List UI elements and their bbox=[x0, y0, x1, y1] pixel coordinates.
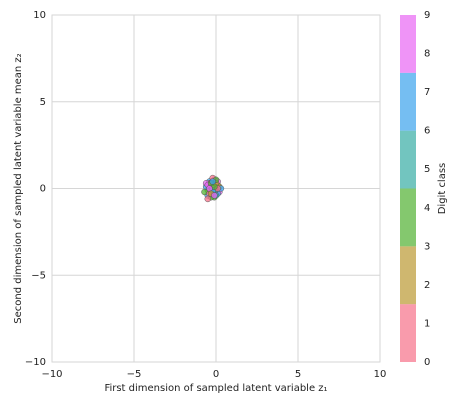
colorbar-tick-label: 1 bbox=[424, 318, 430, 329]
x-tick-label: 0 bbox=[213, 369, 219, 380]
x-tick-label: 5 bbox=[295, 369, 301, 380]
x-tick-label: −10 bbox=[41, 369, 62, 380]
colorbar-segment bbox=[400, 188, 416, 247]
x-tick-label: 10 bbox=[374, 369, 387, 380]
y-tick-label: −5 bbox=[31, 270, 46, 281]
y-tick-label: 10 bbox=[33, 10, 46, 21]
colorbar-tick-label: 4 bbox=[424, 203, 430, 214]
colorbar-segment bbox=[400, 246, 416, 305]
x-tick-label: −5 bbox=[127, 369, 142, 380]
colorbar-tick-label: 9 bbox=[424, 10, 430, 21]
colorbar-label: Digit class bbox=[437, 163, 448, 215]
colorbar-tick-label: 2 bbox=[424, 280, 430, 291]
colorbar-segment bbox=[400, 304, 416, 362]
colorbar-segment bbox=[400, 15, 416, 73]
colorbar-tick-label: 0 bbox=[424, 357, 430, 368]
y-axis-label: Second dimension of sampled latent varia… bbox=[13, 53, 24, 323]
x-axis-label: First dimension of sampled latent variab… bbox=[104, 383, 327, 394]
point bbox=[211, 192, 218, 199]
colorbar-segment bbox=[400, 130, 416, 189]
colorbar-tick-label: 8 bbox=[424, 49, 430, 60]
colorbar-segment bbox=[400, 72, 416, 131]
colorbar-tick-label: 3 bbox=[424, 241, 430, 252]
colorbar-tick-label: 6 bbox=[424, 126, 430, 137]
y-tick-label: −10 bbox=[25, 357, 46, 368]
y-tick-label: 5 bbox=[40, 97, 46, 108]
colorbar-tick-label: 7 bbox=[424, 87, 430, 98]
y-tick-label: 0 bbox=[40, 184, 46, 195]
point bbox=[204, 195, 212, 203]
colorbar-tick-label: 5 bbox=[424, 164, 430, 175]
point bbox=[209, 178, 216, 185]
